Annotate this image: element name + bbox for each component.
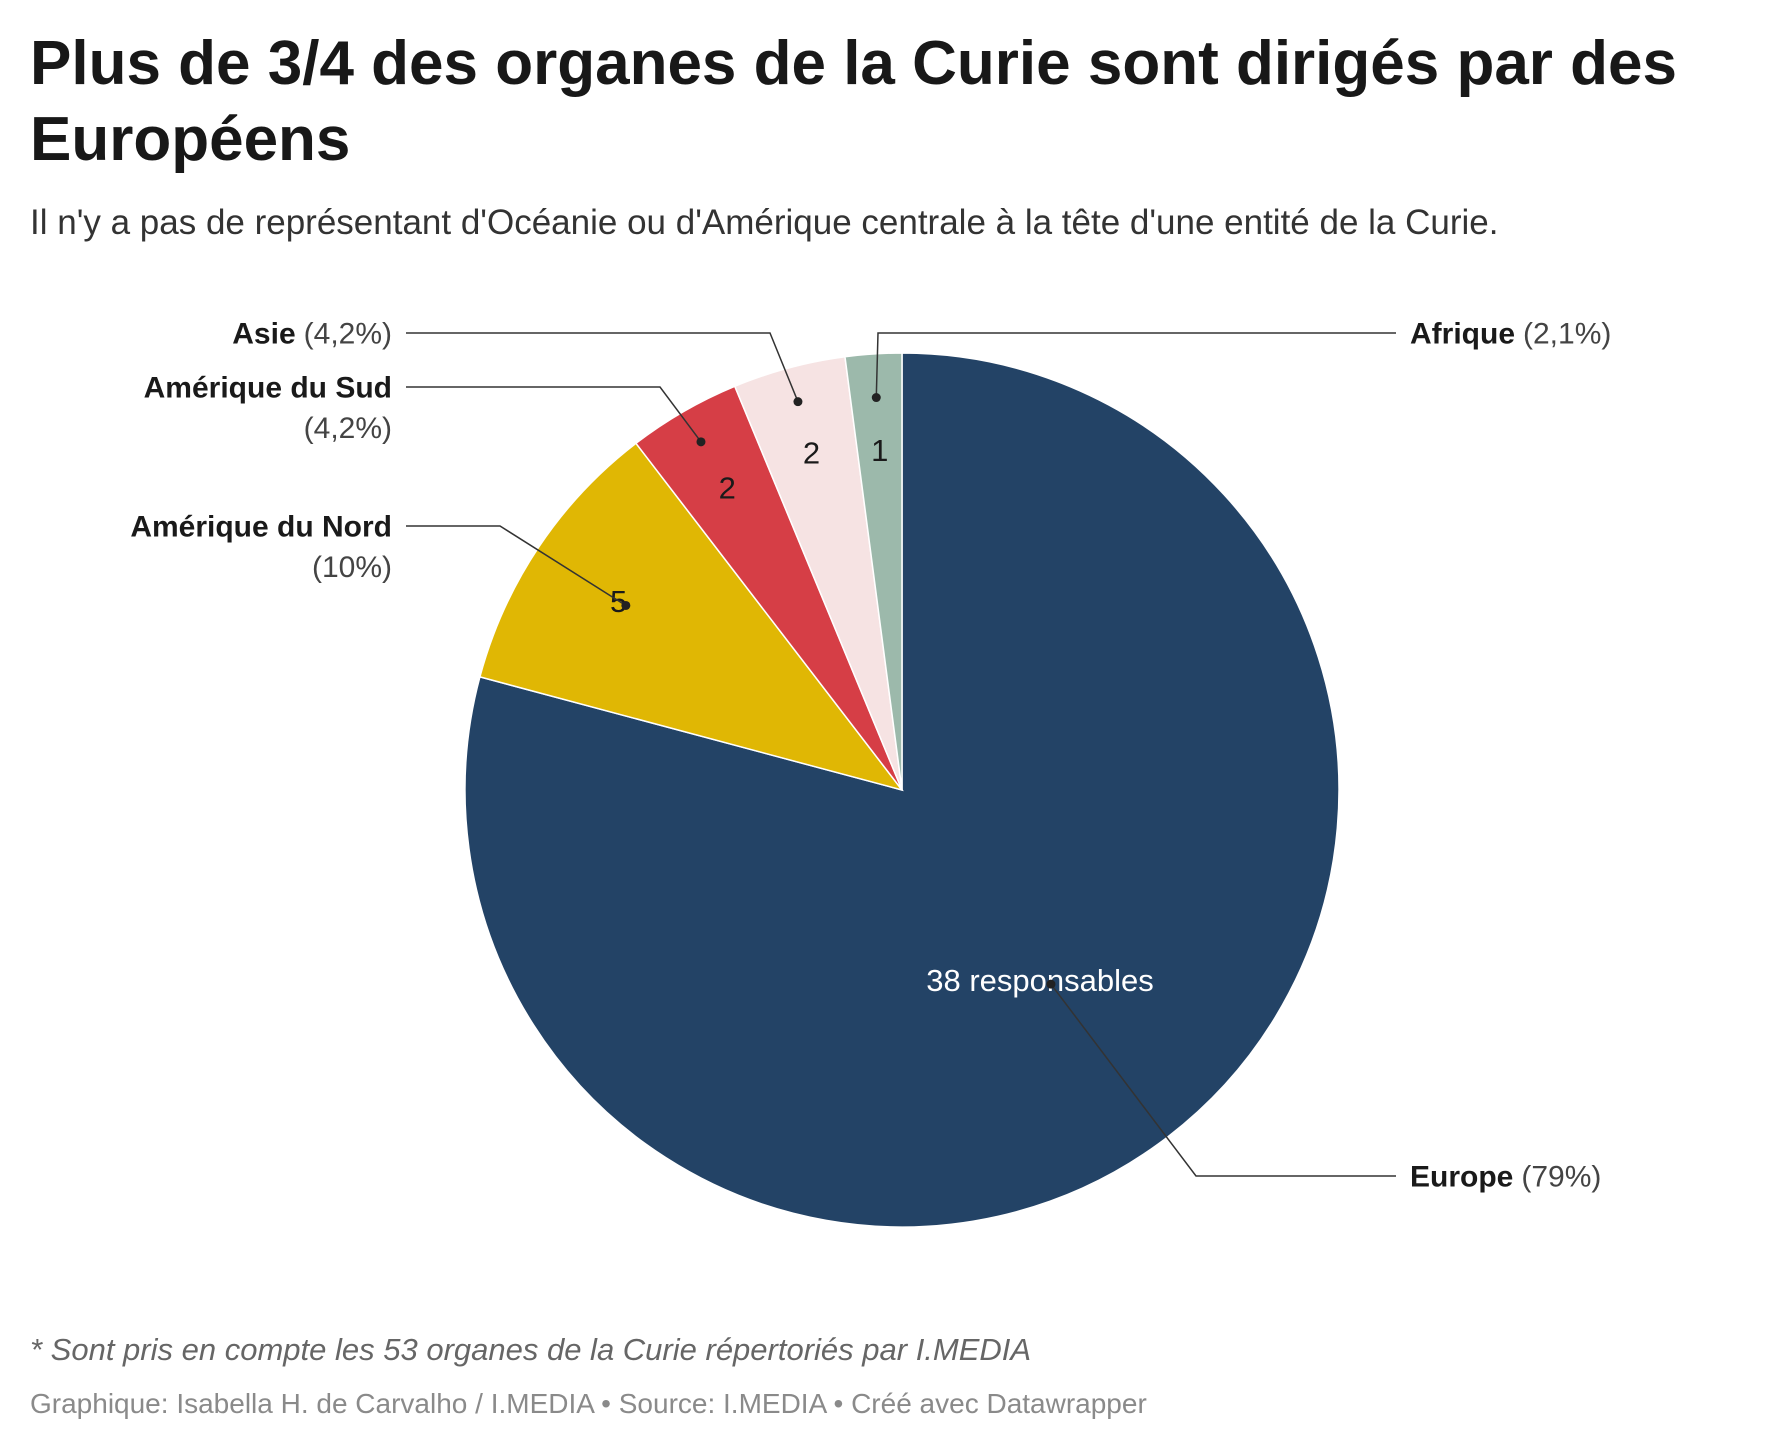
- category-name-amerique-du-sud: Amérique du Sud: [144, 372, 392, 405]
- chart-notes: * Sont pris en compte les 53 organes de …: [30, 1332, 1032, 1367]
- category-percent-afrique: (2,1%): [1523, 318, 1611, 351]
- category-label-afrique: Afrique (2,1%): [1410, 318, 1611, 351]
- pie-slice-amerique-du-nord: [478, 442, 904, 792]
- leader-dot-europe: [1046, 979, 1056, 989]
- leader-dot-amerique-du-sud: [696, 437, 706, 447]
- category-percent-asie: (4,2%): [304, 318, 392, 351]
- leader-dot-afrique: [871, 393, 881, 403]
- category-name-europe: Europe: [1410, 1161, 1513, 1194]
- chart-footer: Graphique: Isabella H. de Carvalho / I.M…: [30, 1388, 1147, 1419]
- category-name-afrique: Afrique: [1410, 318, 1515, 351]
- category-name-asie: Asie: [232, 318, 295, 351]
- value-label-amerique-du-sud: 2: [719, 470, 736, 505]
- category-percent-amerique-du-nord: (10%): [312, 551, 392, 584]
- leader-line-amerique-du-sud: [406, 386, 702, 443]
- pie-slice-afrique: [844, 352, 903, 791]
- leader-dot-amerique-du-nord: [621, 600, 631, 610]
- category-name-amerique-du-nord: Amérique du Nord: [130, 511, 392, 544]
- chart-title: Plus de 3/4 des organes de la Curie sont…: [30, 29, 1677, 174]
- value-label-afrique: 1: [871, 433, 888, 468]
- leader-line-amerique-du-nord: [406, 525, 627, 607]
- category-label-europe: Europe (79%): [1410, 1161, 1601, 1194]
- leader-line-europe: [1050, 983, 1396, 1177]
- category-percent-europe: (79%): [1521, 1161, 1601, 1194]
- chart-subtitle: Il n'y a pas de représentant d'Océanie o…: [30, 203, 1499, 242]
- category-percent-amerique-du-sud: (4,2%): [304, 412, 392, 445]
- leader-line-asie: [406, 332, 799, 402]
- category-label-amerique-du-sud: Amérique du Sud (4,2%): [144, 372, 392, 446]
- category-label-amerique-du-nord: Amérique du Nord (10%): [130, 511, 392, 585]
- value-label-europe: 38 responsables: [926, 963, 1154, 998]
- category-label-asie: Asie (4,2%): [232, 318, 392, 351]
- leader-line-afrique: [875, 332, 1396, 398]
- leader-dot-asie: [793, 397, 803, 407]
- value-label-asie: 2: [803, 435, 820, 470]
